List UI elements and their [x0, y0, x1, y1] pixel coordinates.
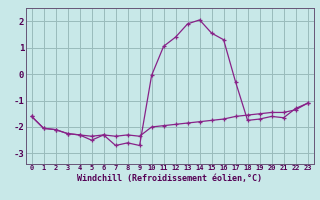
X-axis label: Windchill (Refroidissement éolien,°C): Windchill (Refroidissement éolien,°C)	[77, 174, 262, 183]
